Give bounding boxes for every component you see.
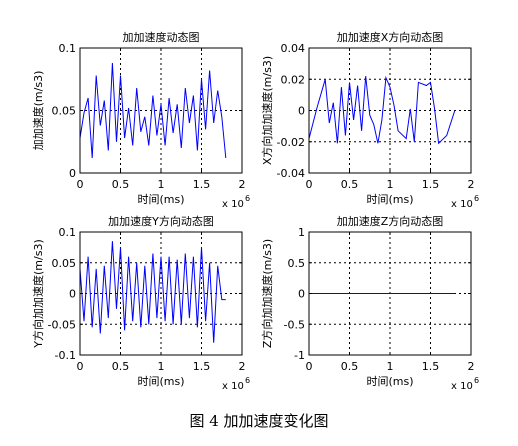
series-line	[308, 75, 456, 145]
x-multiplier-exponent: 6	[245, 194, 250, 203]
series-line	[79, 241, 226, 343]
x-tick-label: 1	[387, 360, 394, 373]
x-tick-label: 0.5	[341, 178, 359, 191]
chart-title: 加加速度Z方向动态图	[337, 214, 444, 228]
x-tick-label: 1.5	[422, 360, 440, 373]
y-axis-label: X方向加加速度(m/s3)	[260, 56, 274, 165]
y-tick-label: -0.05	[48, 318, 76, 331]
x-tick-label: 1	[158, 178, 165, 191]
chart-2: 0 0.5 1 1.5 2 -0.04 -0.02 0 0.02 0.04 加加速度X方向动态图时间…	[260, 30, 479, 210]
y-tick-label: 0.05	[52, 105, 77, 118]
y-tick-label: -0.04	[277, 167, 305, 180]
figure-caption: 图 4 加加速度变化图	[189, 412, 329, 430]
chart-3: 0 0.5 1 1.5 2 -0.1 -0.05 0 0.05 0.1 加加速度Y方向动态图时间(m…	[31, 214, 250, 392]
y-tick-label: 0.1	[59, 226, 77, 239]
y-tick-label: 0.02	[281, 73, 306, 86]
y-tick-label: 0	[69, 288, 76, 301]
y-axis-label: 加加速度(m/s3)	[31, 71, 45, 151]
y-tick-label: -0.02	[277, 136, 305, 149]
x-tick-label: 2	[239, 360, 246, 373]
y-tick-label: 0	[298, 105, 305, 118]
x-multiplier-exponent: 6	[474, 194, 479, 203]
x-tick-label: 0	[306, 178, 313, 191]
chart-title: 加加速度X方向动态图	[337, 30, 444, 44]
x-multiplier-exponent: 6	[245, 376, 250, 385]
y-tick-label: 0.5	[288, 257, 306, 270]
x-axis-label: 时间(ms)	[137, 375, 184, 388]
x-tick-label: 1	[158, 360, 165, 373]
y-axis-label: Y方向加加速度(m/s3)	[31, 239, 45, 348]
chart-title: 加加速度Y方向动态图	[108, 214, 214, 228]
y-tick-label: 0	[69, 167, 76, 180]
x-tick-label: 1.5	[422, 178, 440, 191]
x-tick-label: 1.5	[193, 360, 211, 373]
x-tick-label: 0.5	[341, 360, 359, 373]
x-tick-label: 2	[468, 178, 475, 191]
x-axis-label: 时间(ms)	[366, 193, 413, 206]
x-tick-label: 1.5	[193, 178, 211, 191]
series-line	[79, 62, 227, 159]
y-axis-label: Z方向加加速度(m/s3)	[260, 239, 274, 348]
y-tick-label: -1	[294, 349, 305, 362]
y-tick-label: 0.05	[52, 257, 77, 270]
y-tick-label: 0.1	[59, 42, 77, 55]
x-tick-label: 1	[387, 178, 394, 191]
x-tick-label: 0	[306, 360, 313, 373]
y-tick-label: 0.04	[281, 42, 306, 55]
chart-title: 加加速度动态图	[123, 30, 200, 44]
y-tick-label: 0	[298, 288, 305, 301]
x-tick-label: 0	[77, 360, 84, 373]
x-axis-label: 时间(ms)	[137, 193, 184, 206]
x-multiplier: x 10	[222, 199, 244, 210]
y-tick-label: -0.1	[55, 349, 76, 362]
y-tick-label: 1	[298, 226, 305, 239]
x-tick-label: 2	[468, 360, 475, 373]
x-multiplier: x 10	[451, 381, 473, 392]
y-tick-label: -0.5	[284, 318, 305, 331]
x-axis-label: 时间(ms)	[366, 375, 413, 388]
x-tick-label: 0.5	[112, 360, 130, 373]
x-multiplier: x 10	[451, 199, 473, 210]
x-multiplier-exponent: 6	[474, 376, 479, 385]
x-multiplier: x 10	[222, 381, 244, 392]
x-tick-label: 0.5	[112, 178, 130, 191]
x-tick-label: 2	[239, 178, 246, 191]
x-tick-label: 0	[77, 178, 84, 191]
